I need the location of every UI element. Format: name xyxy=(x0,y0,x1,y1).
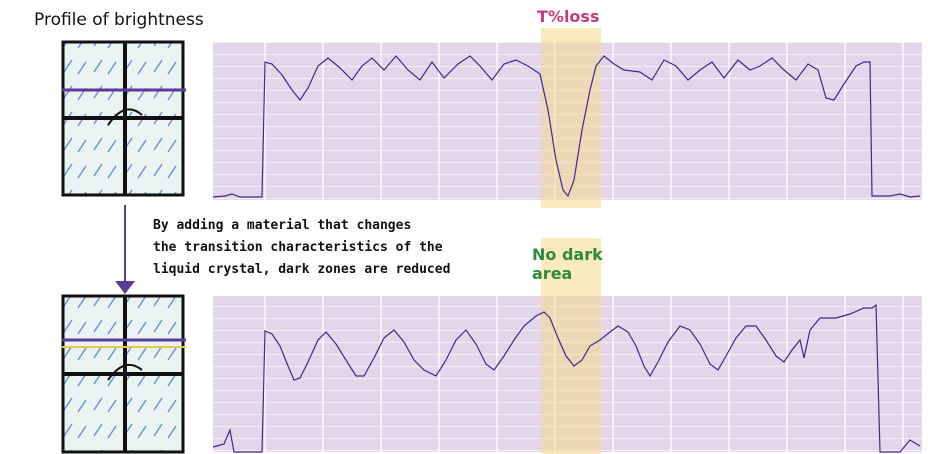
note-line: By adding a material that changes xyxy=(153,218,411,233)
top-label: T%loss xyxy=(537,7,599,26)
note-line: the transition characteristics of the xyxy=(153,240,443,255)
bottom-label: No dark xyxy=(532,245,603,264)
top-brightness-trace xyxy=(212,55,921,198)
bottom-label: area xyxy=(532,264,572,283)
bottom-cell-image xyxy=(61,294,186,454)
highlight-band xyxy=(541,28,601,208)
note-line: liquid crystal, dark zones are reduced xyxy=(153,262,450,277)
title: Profile of brightness xyxy=(34,10,204,30)
arrow xyxy=(115,205,135,294)
bottom-brightness-trace xyxy=(212,303,921,453)
top-cell-image xyxy=(61,40,186,197)
